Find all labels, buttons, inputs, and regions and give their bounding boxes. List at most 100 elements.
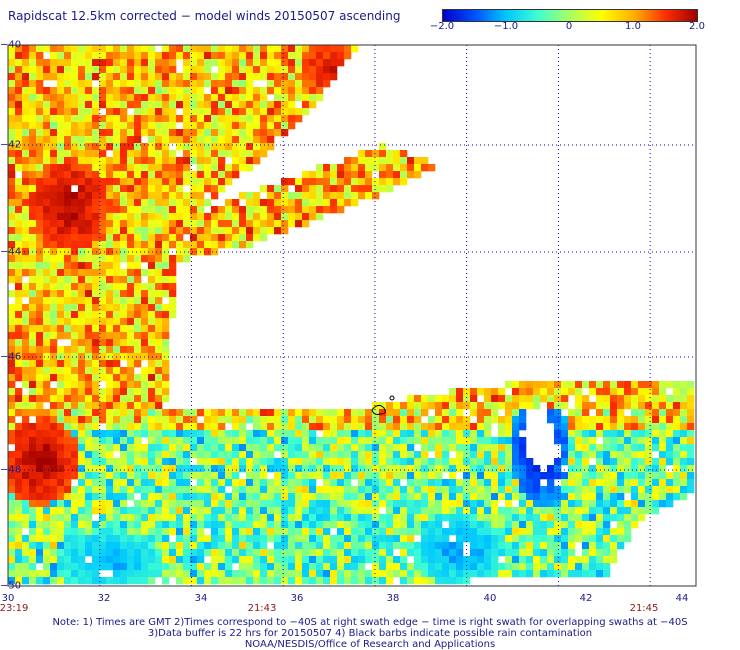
wind-cell [162, 185, 170, 193]
wind-cell [99, 416, 107, 424]
wind-cell [64, 528, 72, 536]
wind-cell [134, 556, 142, 564]
wind-cell [533, 381, 541, 389]
wind-cell [309, 486, 317, 494]
wind-cell [267, 192, 275, 200]
wind-cell [519, 451, 527, 459]
wind-cell [127, 528, 135, 536]
wind-cell [253, 493, 261, 501]
wind-cell [610, 507, 618, 515]
wind-cell [582, 521, 590, 529]
wind-cell [43, 108, 51, 116]
wind-cell [43, 451, 51, 459]
wind-cell [22, 451, 30, 459]
wind-cell [183, 66, 191, 74]
wind-cell [407, 493, 415, 501]
wind-cell [113, 297, 121, 305]
wind-cell [295, 185, 303, 193]
wind-cell [106, 164, 114, 172]
wind-cell [15, 339, 23, 347]
wind-cell [435, 577, 443, 585]
wind-cell [344, 465, 352, 473]
wind-cell [561, 444, 569, 452]
wind-cell [281, 451, 289, 459]
wind-cell [554, 507, 562, 515]
wind-cell [162, 290, 170, 298]
wind-cell [127, 409, 135, 417]
wind-cell [134, 437, 142, 445]
wind-cell [302, 185, 310, 193]
wind-cell [85, 52, 93, 60]
wind-cell [491, 563, 499, 571]
wind-cell [351, 514, 359, 522]
wind-cell [22, 570, 30, 578]
wind-cell [155, 556, 163, 564]
wind-cell [330, 577, 338, 585]
wind-cell [218, 472, 226, 480]
wind-cell [99, 227, 107, 235]
wind-cell [456, 444, 464, 452]
wind-cell [477, 507, 485, 515]
wind-cell [134, 332, 142, 340]
wind-cell [288, 500, 296, 508]
wind-cell [393, 451, 401, 459]
wind-cell [15, 80, 23, 88]
wind-cell [610, 528, 618, 536]
wind-cell [169, 528, 177, 536]
wind-cell [393, 514, 401, 522]
wind-cell [302, 542, 310, 550]
wind-cell [561, 416, 569, 424]
wind-cell [666, 486, 674, 494]
wind-cell [351, 535, 359, 543]
wind-cell [204, 101, 212, 109]
wind-cell [547, 388, 555, 396]
wind-cell [197, 199, 205, 207]
wind-cell [71, 248, 79, 256]
x-tick-label: 36 [290, 593, 304, 604]
wind-cell [211, 213, 219, 221]
wind-cell [379, 570, 387, 578]
wind-cell [64, 94, 72, 102]
wind-cell [652, 458, 660, 466]
wind-cell [519, 542, 527, 550]
wind-cell [337, 45, 345, 53]
wind-cell [323, 59, 331, 67]
wind-cell [50, 136, 58, 144]
wind-cell [253, 206, 261, 214]
wind-cell [8, 416, 16, 424]
wind-cell [463, 507, 471, 515]
wind-cell [260, 472, 268, 480]
wind-cell [225, 94, 233, 102]
wind-cell [57, 430, 65, 438]
wind-cell [22, 577, 30, 585]
wind-cell [190, 570, 198, 578]
wind-cell [78, 45, 86, 53]
wind-cell [533, 528, 541, 536]
wind-cell [512, 458, 520, 466]
wind-cell [435, 430, 443, 438]
wind-cell [491, 395, 499, 403]
wind-cell [330, 521, 338, 529]
wind-cell [36, 367, 44, 375]
wind-cell [197, 465, 205, 473]
wind-cell [148, 367, 156, 375]
wind-cell [379, 157, 387, 165]
wind-cell [435, 402, 443, 410]
wind-cell [127, 178, 135, 186]
wind-cell [169, 178, 177, 186]
wind-cell [190, 59, 198, 67]
wind-cell [456, 563, 464, 571]
wind-cell [204, 423, 212, 431]
wind-cell [631, 444, 639, 452]
wind-cell [358, 451, 366, 459]
wind-cell [456, 437, 464, 445]
wind-cell [211, 171, 219, 179]
wind-cell [176, 220, 184, 228]
wind-cell [43, 66, 51, 74]
wind-cell [113, 143, 121, 151]
wind-cell [99, 101, 107, 109]
wind-cell [92, 395, 100, 403]
wind-cell [638, 472, 646, 480]
wind-cell [92, 220, 100, 228]
wind-cell [162, 262, 170, 270]
